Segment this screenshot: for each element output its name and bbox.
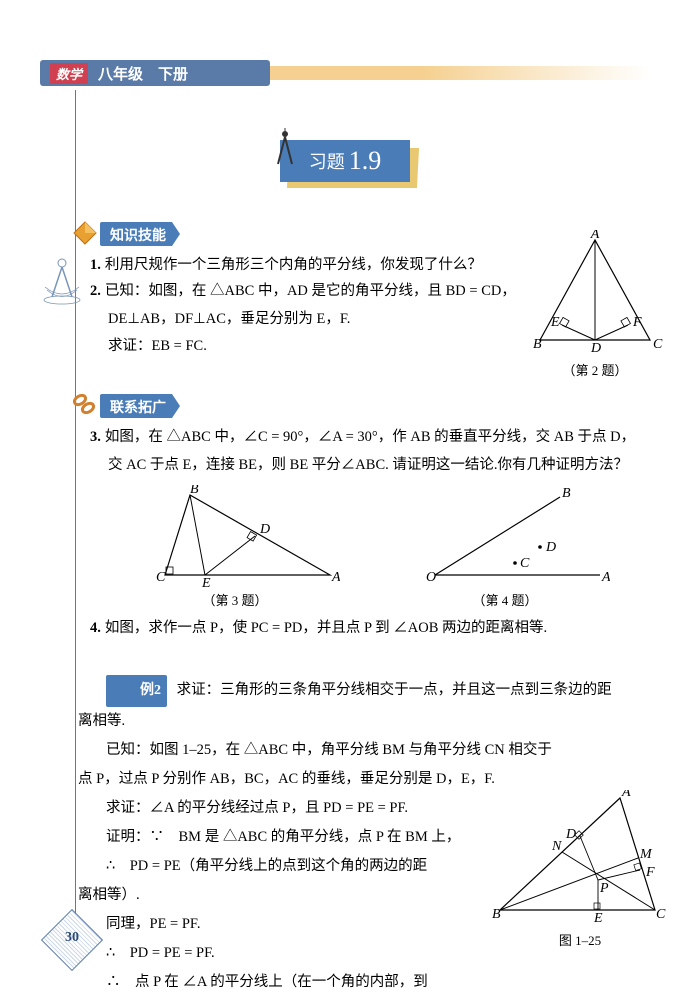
diamond-icon [72,220,98,246]
page-header: 数学 八年级 下册 [40,60,270,86]
problem-2: 2.已知：如图，在 △ABC 中，AD 是它的角平分线，且 BD = CD， D… [90,278,520,361]
problem-3: 3.如图，在 △ABC 中，∠C = 90°，∠A = 30°，作 AB 的垂直… [90,424,660,479]
svg-text:A: A [331,570,340,585]
compass-decoration [42,255,82,305]
chain-icon [70,390,98,418]
compass-icon [270,128,300,168]
svg-text:A: A [601,570,610,585]
page-number-box: 30 [48,916,96,964]
figure-2: A B C D E F （第 2 题） [525,230,665,379]
svg-text:F: F [645,865,655,880]
figure-4: O A B C D （第 4 题） [420,485,610,609]
svg-text:E: E [550,315,560,330]
xiti-label: 习题 [309,148,345,174]
svg-text:E: E [201,576,211,590]
figure-1-25: A B C N D M F E P 图 1–25 [490,790,670,949]
figure-4-label: （第 4 题） [400,590,610,609]
svg-text:M: M [639,847,653,862]
subject-badge: 数学 [50,63,88,84]
example-badge: 例2 [106,675,167,707]
svg-text:C: C [656,907,666,922]
svg-text:D: D [259,522,270,537]
svg-text:E: E [593,911,603,926]
svg-text:D: D [590,341,601,356]
svg-text:N: N [551,839,562,854]
svg-text:B: B [533,337,542,352]
figure-3: B C A E D （第 3 题） [150,485,340,609]
svg-text:D: D [545,540,556,555]
svg-text:C: C [156,570,166,585]
grade-label: 八年级 下册 [98,63,188,84]
page-number: 30 [48,930,96,946]
svg-text:D: D [565,827,576,842]
section-extension: 联系拓广 [100,394,180,418]
figure-2-label: （第 2 题） [525,360,665,379]
svg-text:C: C [520,556,530,571]
svg-text:C: C [653,337,663,352]
problem-4: 4.如图，求作一点 P，使 PC = PD，并且点 P 到 ∠AOB 两边的距离… [90,615,650,643]
problem-1: 1.利用尺规作一个三角形三个内角的平分线，你发现了什么？ [90,252,510,280]
svg-text:O: O [426,570,436,585]
figure-3-label: （第 3 题） [130,590,340,609]
xiti-number: 1.9 [349,146,382,176]
section-knowledge: 知识技能 [100,222,180,246]
svg-text:B: B [562,486,571,501]
exercise-badge: 习题 1.9 [280,140,420,190]
header-gradient [270,66,650,80]
svg-text:P: P [599,881,609,896]
figure-1-25-label: 图 1–25 [490,930,670,949]
svg-text:A: A [621,790,631,800]
svg-text:B: B [190,485,199,497]
svg-text:F: F [632,315,642,330]
svg-text:A: A [590,230,600,242]
svg-text:B: B [492,907,501,922]
margin-line [75,90,76,920]
